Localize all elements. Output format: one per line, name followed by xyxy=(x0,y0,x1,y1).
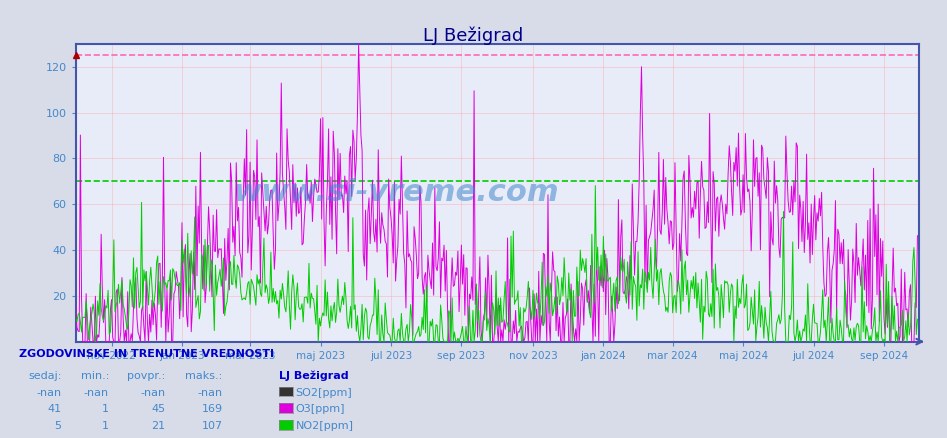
Text: sedaj:: sedaj: xyxy=(28,371,62,381)
Text: NO2[ppm]: NO2[ppm] xyxy=(295,421,353,431)
Text: min.:: min.: xyxy=(80,371,109,381)
Text: maks.:: maks.: xyxy=(186,371,223,381)
Text: LJ Bežigrad: LJ Bežigrad xyxy=(423,26,524,45)
Text: -nan: -nan xyxy=(36,388,62,398)
Text: povpr.:: povpr.: xyxy=(128,371,166,381)
Text: 1: 1 xyxy=(102,404,109,414)
Text: 21: 21 xyxy=(152,421,166,431)
Text: -nan: -nan xyxy=(140,388,166,398)
Text: 41: 41 xyxy=(47,404,62,414)
Text: 169: 169 xyxy=(202,404,223,414)
Text: 5: 5 xyxy=(55,421,62,431)
Text: www.si-vreme.com: www.si-vreme.com xyxy=(233,178,559,207)
Text: ZGODOVINSKE IN TRENUTNE VREDNOSTI: ZGODOVINSKE IN TRENUTNE VREDNOSTI xyxy=(19,349,274,359)
Text: -nan: -nan xyxy=(83,388,109,398)
Text: 1: 1 xyxy=(102,421,109,431)
Text: 107: 107 xyxy=(202,421,223,431)
Text: O3[ppm]: O3[ppm] xyxy=(295,404,345,414)
Text: LJ Bežigrad: LJ Bežigrad xyxy=(279,371,349,381)
Text: 45: 45 xyxy=(152,404,166,414)
Text: -nan: -nan xyxy=(197,388,223,398)
Text: SO2[ppm]: SO2[ppm] xyxy=(295,388,352,398)
